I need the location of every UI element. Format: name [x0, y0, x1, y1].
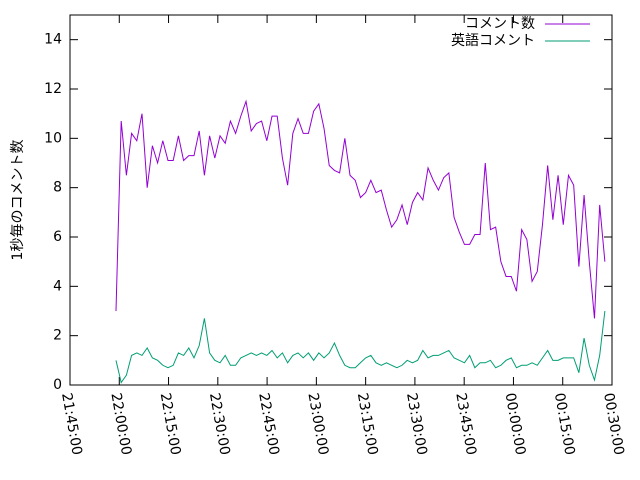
y-tick-label: 2 [53, 328, 62, 344]
x-tick-label: 22:45:00 [255, 392, 282, 457]
series-line [115, 99, 606, 319]
y-tick-label: 10 [44, 130, 62, 146]
y-tick-label: 12 [44, 81, 62, 97]
x-tick-label: 23:30:00 [403, 392, 430, 457]
y-tick-label: 0 [53, 377, 62, 393]
x-tick-label: 23:45:00 [452, 392, 479, 457]
y-tick-label: 8 [53, 180, 62, 196]
series-line [115, 310, 606, 384]
legend-label: 英語コメント [451, 32, 535, 49]
y-tick-label: 6 [53, 229, 62, 245]
legend-label: コメント数 [465, 16, 535, 32]
x-tick-label: 23:15:00 [354, 392, 381, 457]
plot-border [69, 14, 613, 386]
x-tick-label: 22:15:00 [157, 392, 184, 457]
x-tick-label: 22:00:00 [107, 392, 134, 457]
x-tick-label: 23:00:00 [304, 392, 331, 457]
x-tick-label: 22:30:00 [206, 392, 233, 457]
y-tick-label: 4 [53, 278, 62, 294]
y-axis-label: 1秒毎のコメント数 [10, 140, 26, 261]
y-tick-label: 14 [44, 32, 62, 48]
x-tick-label: 21:45:00 [58, 392, 85, 457]
x-tick-label: 00:00:00 [502, 392, 529, 457]
x-tick-label: 00:30:00 [600, 392, 627, 457]
x-tick-label: 00:15:00 [551, 392, 578, 457]
